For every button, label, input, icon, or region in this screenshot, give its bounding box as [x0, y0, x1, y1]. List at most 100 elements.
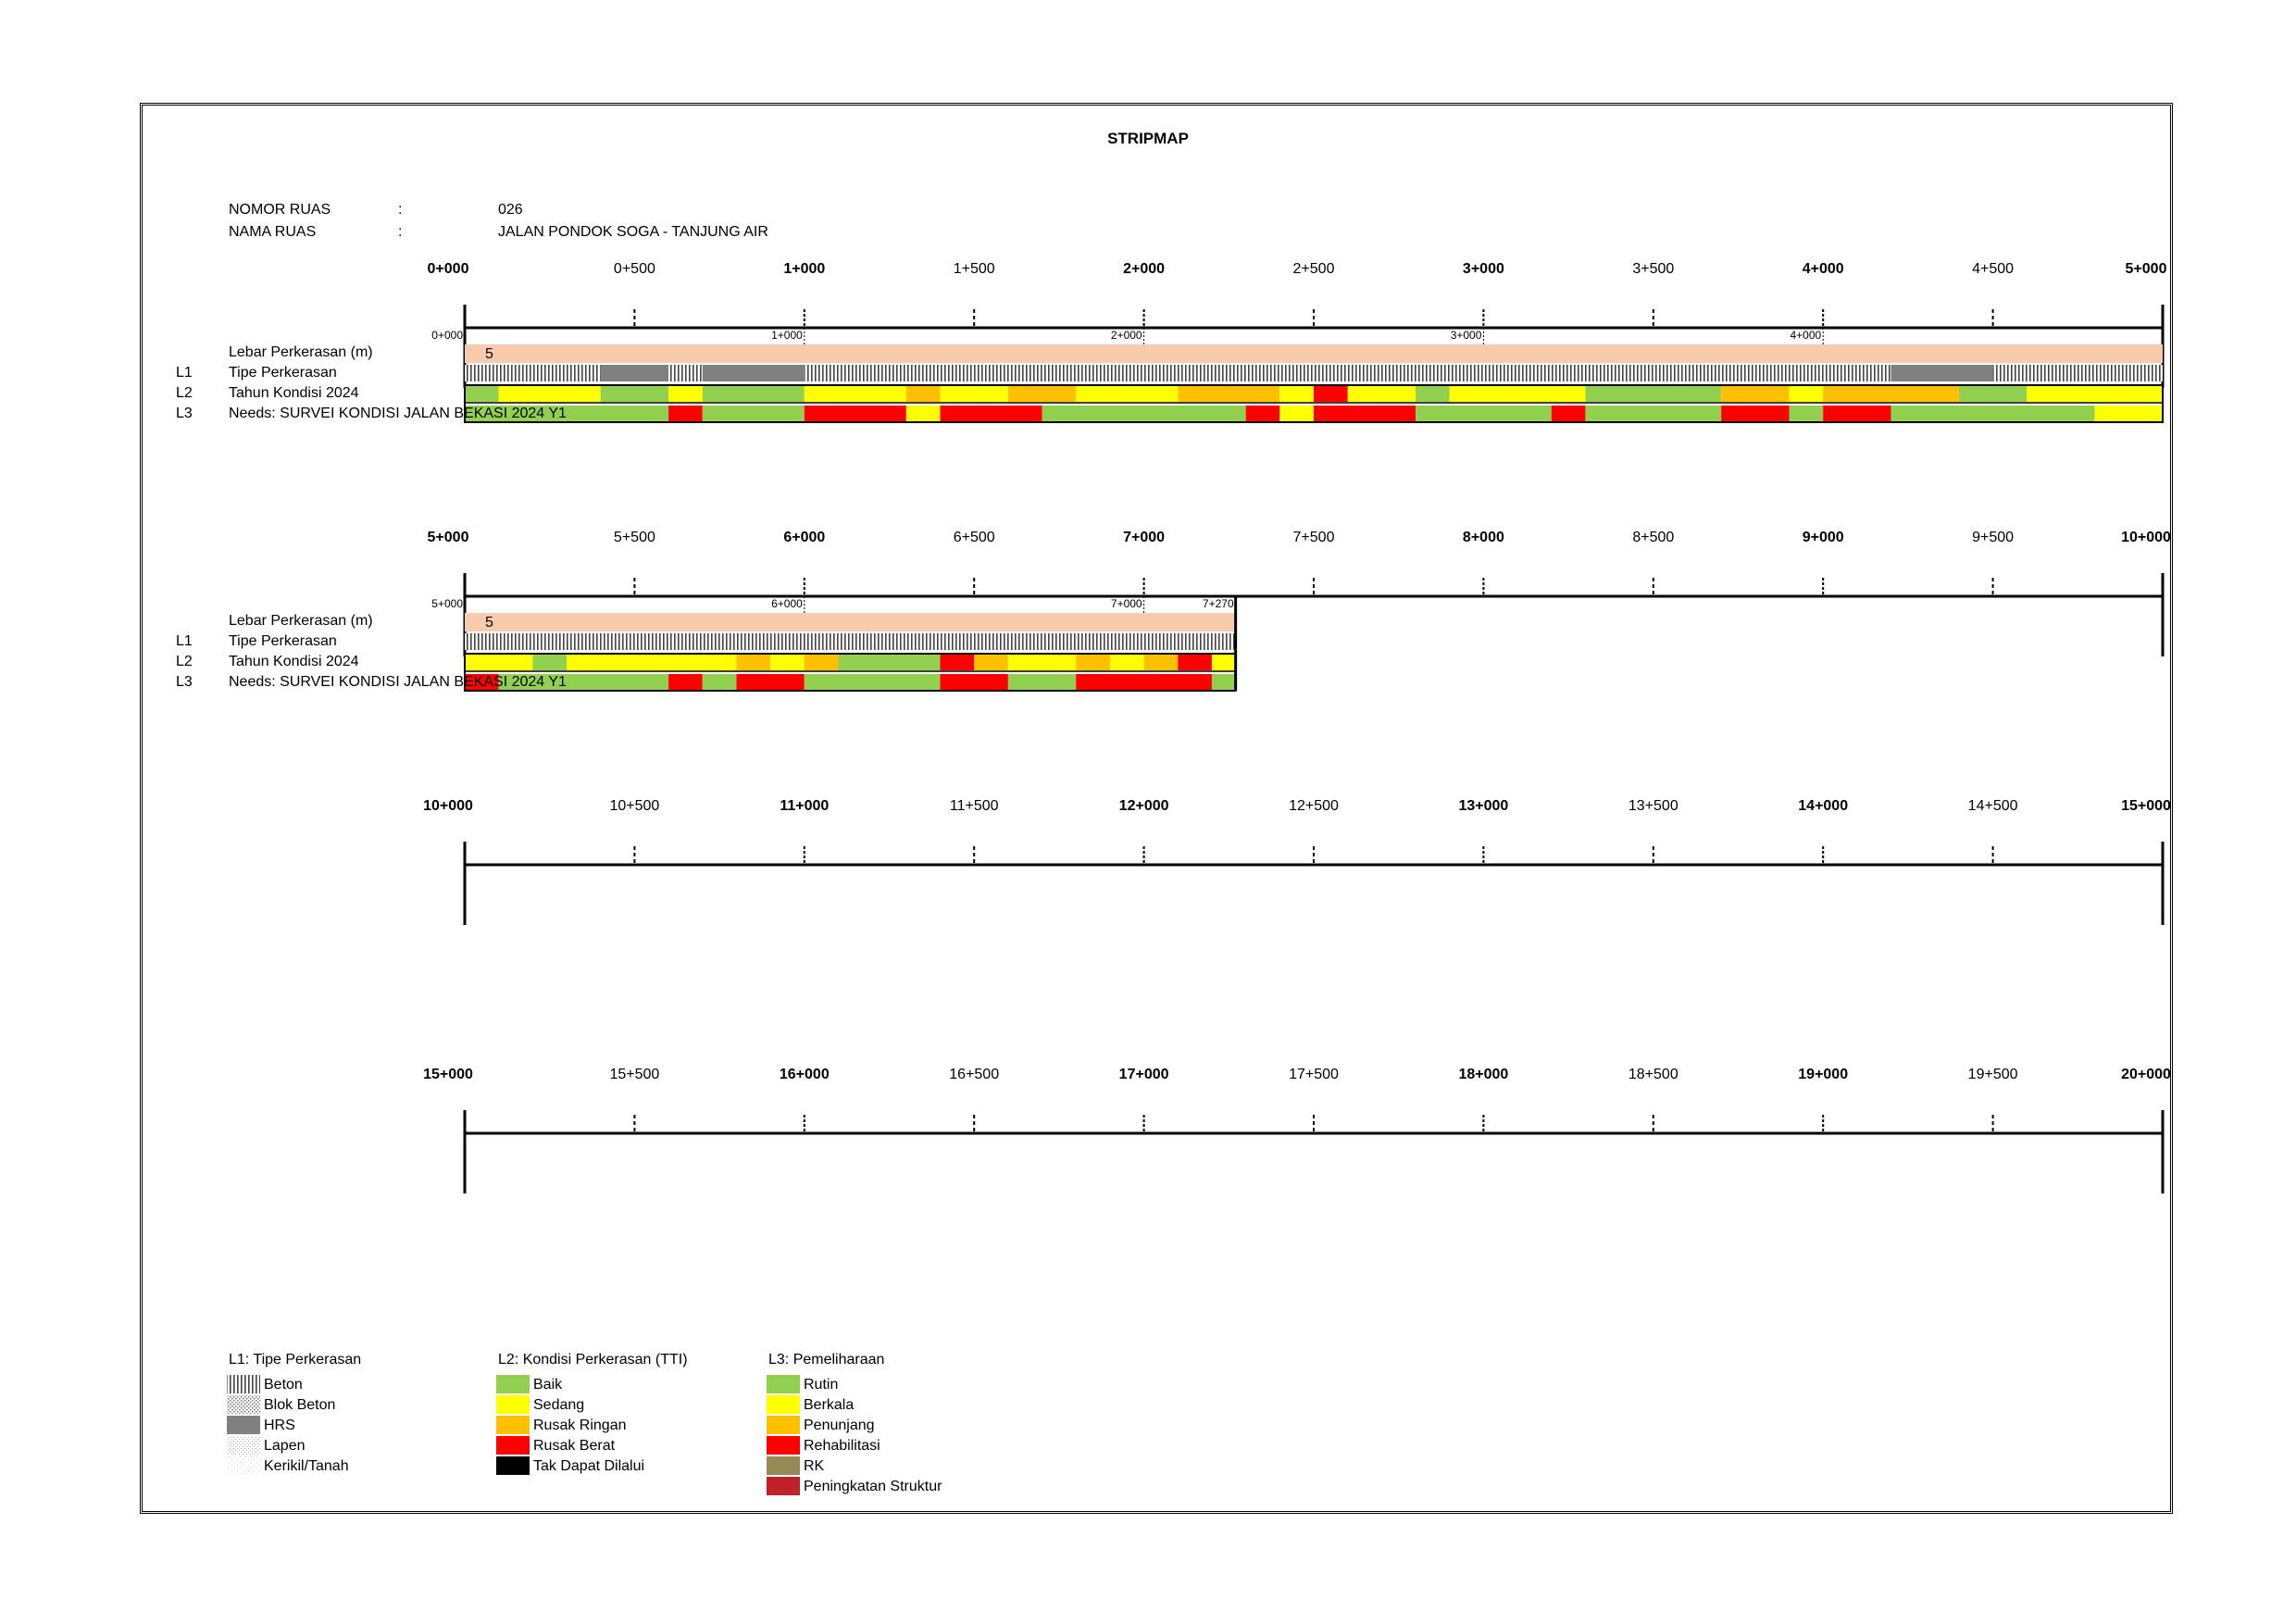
- l2-segment: [465, 385, 499, 402]
- legend-l3-label: Penunjang: [804, 1418, 875, 1433]
- l2-segment: [1076, 385, 1179, 402]
- km-label: 13+500: [1628, 798, 1678, 814]
- l1-segment: [1992, 365, 2163, 381]
- km-label: 14+000: [1798, 798, 1848, 814]
- row-code-l1: L1: [176, 633, 193, 649]
- l1-segment: [804, 365, 1891, 381]
- km-label: 2+000: [1123, 261, 1165, 277]
- legend-l3-label: Berkala: [804, 1397, 854, 1413]
- km-label: 4+000: [1803, 261, 1844, 277]
- legend-l2-label: Rusak Ringan: [533, 1418, 627, 1433]
- legend-l1-label: Kerikil/Tanah: [264, 1458, 349, 1474]
- l1-segment: [465, 365, 601, 381]
- l3-segment: [1007, 674, 1077, 691]
- row-label-l1: Tipe Perkerasan: [229, 633, 337, 649]
- km-label: 10+000: [2121, 530, 2171, 545]
- km-label: 0+000: [428, 261, 469, 277]
- km-label: 18+000: [1458, 1067, 1508, 1082]
- l3-segment: [1416, 406, 1552, 422]
- l2-segment: [1721, 385, 1790, 402]
- legend-l1-swatch: [227, 1456, 260, 1475]
- l2-segment: [1007, 385, 1077, 402]
- l1-segment: [668, 365, 703, 381]
- legend-l1-swatch: [227, 1416, 260, 1434]
- legend-l2-swatch: [496, 1395, 530, 1414]
- lebar-value: 5: [485, 615, 493, 631]
- km-label: 3+000: [1463, 261, 1504, 277]
- legend-l1-label: Blok Beton: [264, 1397, 335, 1413]
- l2-segment: [770, 654, 805, 670]
- l2-segment: [804, 385, 906, 402]
- km-label: 8+500: [1632, 530, 1674, 545]
- km-label: 17+000: [1119, 1067, 1169, 1082]
- l3-segment: [940, 406, 1042, 422]
- l3-segment: [1076, 674, 1212, 691]
- l2-segment: [1789, 385, 1824, 402]
- l3-segment: [1551, 406, 1586, 422]
- km-label: 11+500: [950, 798, 999, 814]
- l3-segment: [702, 406, 805, 422]
- l2-segment: [736, 654, 771, 670]
- km-label: 19+500: [1968, 1067, 2018, 1082]
- km-label: 17+500: [1289, 1067, 1339, 1082]
- l2-segment: [1178, 654, 1212, 670]
- l3-segment: [465, 406, 669, 422]
- l2-segment: [567, 654, 737, 670]
- km-label: 6+000: [783, 530, 825, 545]
- legend-l3-label: Rutin: [804, 1377, 838, 1393]
- legend-l3-label: Peningkatan Struktur: [804, 1479, 942, 1494]
- l3-segment: [1789, 406, 1824, 422]
- row-label-l1: Tipe Perkerasan: [229, 365, 337, 381]
- l2-segment: [1823, 385, 1959, 402]
- nomor-ruas-label: NOMOR RUAS: [229, 202, 331, 218]
- l2-segment: [2027, 385, 2163, 402]
- km-label: 3+500: [1632, 261, 1674, 277]
- km-label: 18+500: [1628, 1067, 1678, 1082]
- km-label: 19+000: [1798, 1067, 1848, 1082]
- km-label: 1+500: [954, 261, 995, 277]
- row-code-l2: L2: [176, 654, 193, 669]
- small-km-label: 1+000: [771, 329, 803, 342]
- l3-segment: [465, 674, 499, 691]
- small-km-label: 7+000: [1111, 597, 1142, 610]
- km-label: 15+500: [609, 1067, 659, 1082]
- l2-segment: [498, 385, 601, 402]
- nomor-ruas-colon: :: [398, 202, 403, 218]
- km-label: 13+000: [1458, 798, 1508, 814]
- l3-segment: [940, 674, 1008, 691]
- km-label: 15+000: [423, 1067, 473, 1082]
- legend-l2-swatch: [496, 1416, 530, 1434]
- l2-segment: [838, 654, 941, 670]
- l2-segment: [804, 654, 839, 670]
- legend-l1-swatch: [227, 1375, 260, 1393]
- l1-segment: [1890, 365, 1993, 381]
- l3-segment: [1823, 406, 1891, 422]
- l3-segment: [804, 406, 906, 422]
- l2-segment: [1585, 385, 1722, 402]
- l2-segment: [600, 385, 669, 402]
- row-code-l1: L1: [176, 365, 193, 381]
- small-km-label: 5+000: [431, 597, 463, 610]
- row-label-l3: Needs: SURVEI KONDISI JALAN BEKASI 2024 …: [229, 674, 567, 690]
- km-label: 12+500: [1289, 798, 1339, 814]
- small-km-label: 0+000: [431, 329, 463, 342]
- small-km-label: 7+270: [1203, 597, 1234, 610]
- l3-segment: [1890, 406, 2095, 422]
- legend-l1-swatch: [227, 1395, 260, 1414]
- small-km-label: 2+000: [1111, 329, 1142, 342]
- l2-segment: [702, 385, 805, 402]
- legend-l2-label: Tak Dapat Dilalui: [533, 1458, 644, 1474]
- l3-segment: [1721, 406, 1790, 422]
- l2-segment: [1109, 654, 1144, 670]
- l2-segment: [1007, 654, 1077, 670]
- km-label: 5+500: [614, 530, 655, 545]
- l2-segment: [465, 654, 533, 670]
- row-label-lebar: Lebar Perkerasan (m): [229, 344, 373, 360]
- lebar-bar: [465, 344, 2163, 363]
- legend-l3-swatch: [767, 1456, 800, 1475]
- row-label-l2: Tahun Kondisi 2024: [229, 385, 359, 401]
- km-label: 10+500: [609, 798, 659, 814]
- l1-segment: [600, 365, 669, 381]
- l2-segment: [1178, 385, 1280, 402]
